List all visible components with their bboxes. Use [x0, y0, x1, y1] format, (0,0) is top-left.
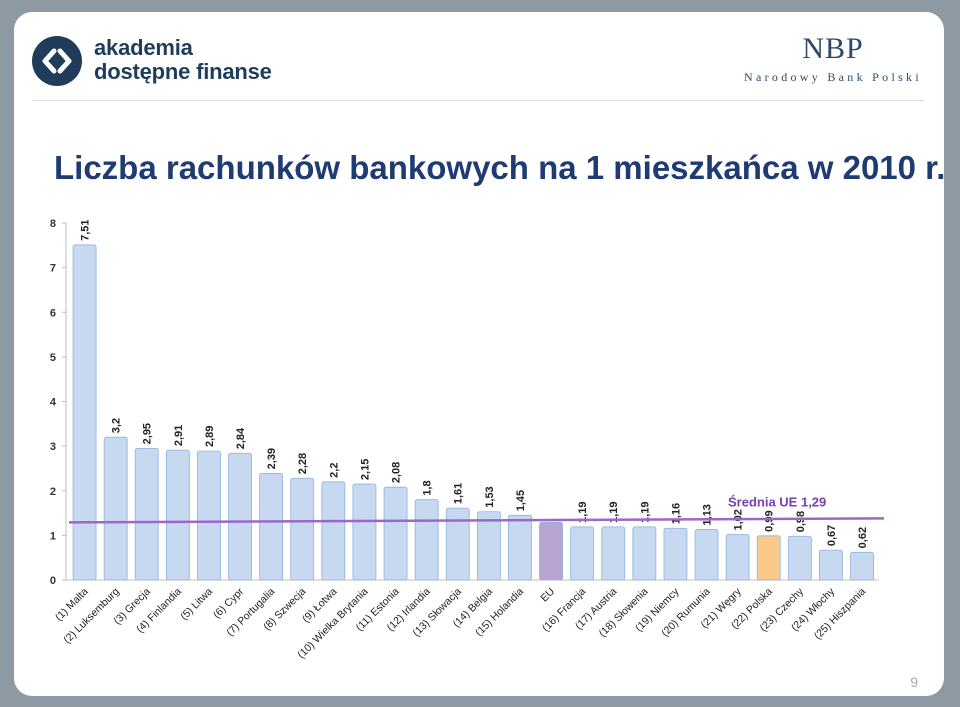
bar-poland [756, 535, 781, 581]
value-label: 2,08 [391, 462, 403, 483]
bar [694, 529, 719, 581]
value-label: 2,28 [297, 453, 309, 474]
y-tick-label: 8 [50, 218, 56, 230]
value-label: 2,39 [266, 448, 278, 469]
value-label: 1,61 [453, 483, 465, 504]
value-label: 1,13 [702, 504, 714, 525]
value-label: 3,2 [111, 418, 123, 433]
bar [414, 499, 439, 581]
bar [663, 527, 688, 581]
category-label: (5) Litwa [178, 586, 215, 623]
bar [570, 526, 595, 581]
bar [134, 447, 159, 581]
akademia-logo: akademia dostępne finanse [32, 36, 332, 96]
bar [290, 477, 315, 581]
bar [787, 535, 812, 581]
nbp-logo: NBP Narodowy Bank Polski [744, 32, 922, 85]
bar [321, 481, 346, 581]
nbp-subtitle: Narodowy Bank Polski [744, 70, 922, 84]
value-label: 2,15 [359, 459, 371, 480]
header-divider [32, 100, 924, 101]
bar [508, 514, 532, 581]
chevrons-logo-icon [32, 36, 82, 86]
category-label: EU [538, 586, 557, 605]
y-tick-label: 4 [50, 397, 57, 409]
value-label: 2,91 [173, 425, 185, 446]
page-number: 9 [910, 674, 918, 690]
bar-eu [539, 522, 563, 581]
value-label: 7,51 [80, 219, 92, 240]
y-tick-label: 0 [50, 575, 56, 587]
nbp-title: NBP [802, 32, 864, 65]
bar [352, 483, 377, 581]
value-label: 1,19 [608, 501, 620, 522]
slide: akademia dostępne finanse NBP Narodowy B… [14, 12, 944, 696]
y-tick-label: 1 [50, 530, 56, 542]
bar [632, 526, 657, 581]
value-label: 0,98 [795, 511, 807, 532]
value-label: 1,53 [484, 486, 496, 507]
value-label: 1,8 [422, 480, 434, 495]
bar [819, 549, 843, 581]
bar [103, 436, 128, 581]
eu-average-label: Średnia UE 1,29 [728, 494, 826, 509]
bar [445, 507, 470, 581]
bar [850, 551, 874, 581]
bar [165, 449, 190, 581]
value-label: 1,16 [670, 503, 682, 524]
value-label: 1,45 [515, 490, 527, 511]
bar [476, 511, 501, 581]
bar [383, 486, 408, 581]
value-label: 1,19 [577, 501, 589, 522]
y-tick-label: 6 [50, 307, 56, 319]
slide-title: Liczba rachunków bankowych na 1 mieszkań… [54, 149, 944, 186]
category-label: (2) Luksemburg [61, 586, 122, 647]
value-label: 2,84 [235, 427, 247, 449]
value-label: 1,19 [639, 501, 651, 522]
y-tick-label: 3 [50, 441, 56, 453]
eu-average-line [68, 517, 885, 524]
value-label: 2,2 [328, 463, 340, 478]
value-label: 2,89 [204, 426, 216, 447]
y-tick-label: 5 [50, 352, 56, 364]
bar [725, 534, 750, 581]
logo-line-1: akademia [94, 35, 193, 60]
bar [259, 472, 284, 581]
y-tick-label: 2 [50, 486, 56, 498]
y-tick-label: 7 [50, 263, 56, 275]
bar [228, 452, 252, 581]
bar [197, 450, 221, 581]
bar [72, 244, 97, 581]
value-label: 0,99 [764, 510, 776, 531]
logo-line-2: dostępne finanse [94, 59, 272, 84]
value-label: 2,95 [142, 423, 154, 444]
bar [601, 526, 626, 581]
value-label: 0,67 [826, 525, 838, 546]
value-label: 0,62 [857, 527, 869, 548]
